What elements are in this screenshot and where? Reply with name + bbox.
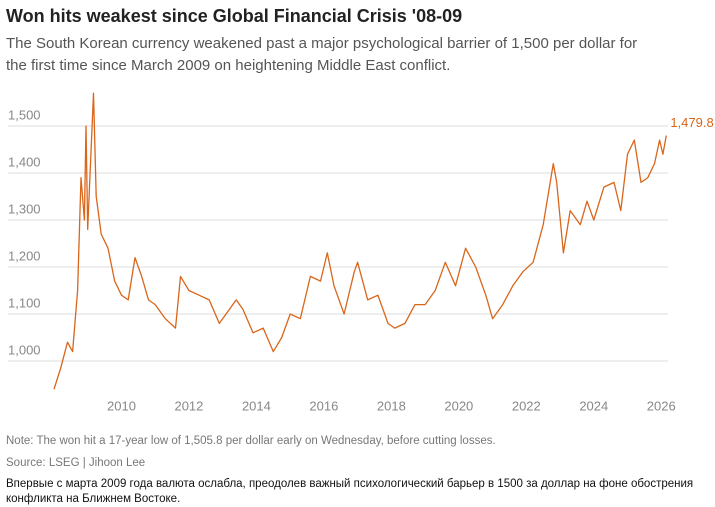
chart-title: Won hits weakest since Global Financial …: [6, 6, 462, 26]
x-tick-label: 2020: [444, 398, 473, 413]
x-tick-label: 2022: [512, 398, 541, 413]
translation: конфликта на Ближнем Востоке.: [6, 493, 180, 505]
subtitle: the first time since March 2009 on heigh…: [6, 57, 450, 74]
x-tick-label: 2024: [579, 398, 608, 413]
source: Source: LSEG | Jihoon Lee: [6, 457, 145, 469]
y-tick-label: 1,000: [8, 342, 41, 357]
line: [53, 92, 667, 390]
y-tick-label: 1,500: [8, 107, 41, 122]
y-tick-label: 1,300: [8, 201, 41, 216]
value-label: 1,479.8: [670, 115, 713, 130]
x-tick-label: 2010: [107, 398, 136, 413]
y-tick-label: 1,400: [8, 154, 41, 169]
x-tick-label: 2016: [309, 398, 338, 413]
subtitle: The South Korean currency weakened past …: [6, 35, 637, 52]
x-tick-label: 2012: [174, 398, 203, 413]
x-tick-label: 2014: [242, 398, 271, 413]
y-tick-label: 1,200: [8, 248, 41, 263]
y-tick-label: 1,100: [8, 295, 41, 310]
note: Note: The won hit a 17-year low of 1,505…: [6, 435, 496, 447]
x-tick-label: 2018: [377, 398, 406, 413]
x-tick-label: 2026: [647, 398, 676, 413]
translation: Впервые с марта 2009 года валюта ослабла…: [6, 478, 693, 490]
